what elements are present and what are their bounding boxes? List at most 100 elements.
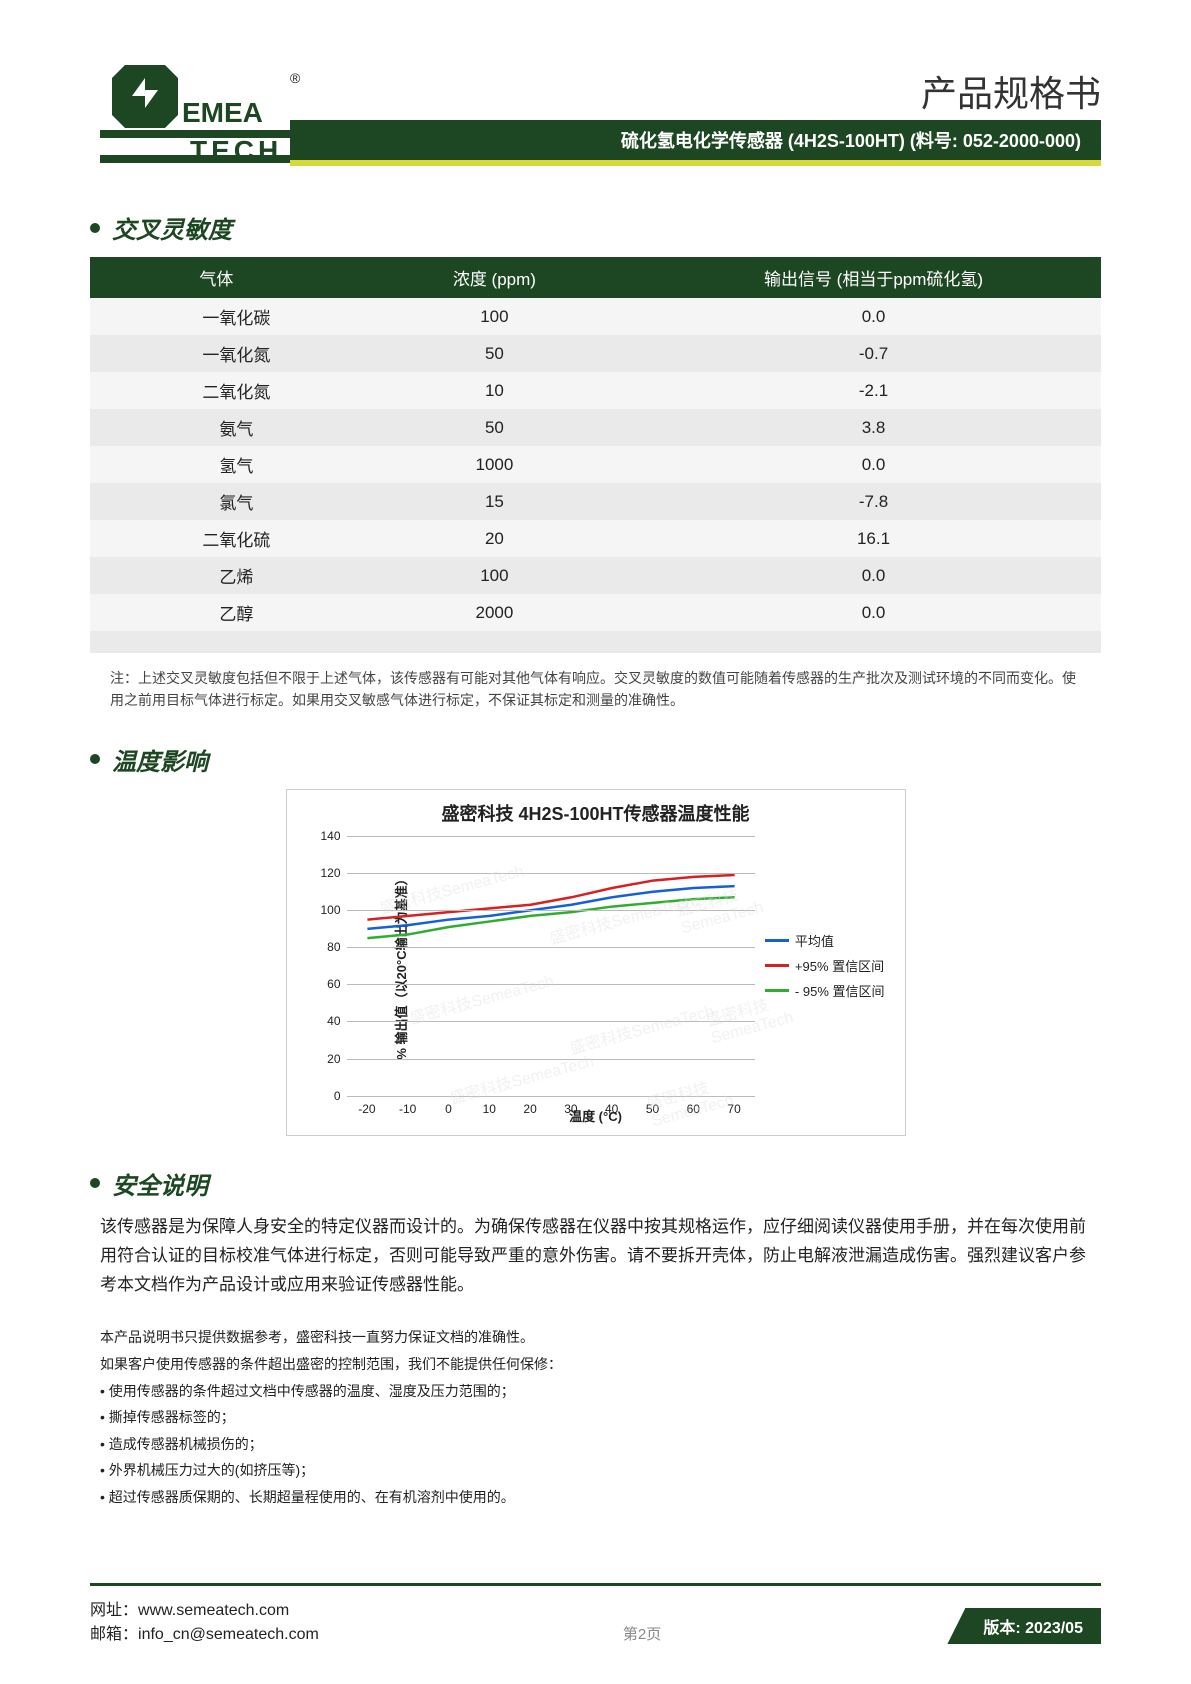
table-cell: 100 bbox=[343, 298, 646, 335]
legend-item: 平均值 bbox=[765, 931, 885, 950]
temperature-chart: 盛密科技 4H2S-100HT传感器温度性能 % 输出值（以20°C输出为基准）… bbox=[286, 789, 906, 1136]
legend-item: +95% 置信区间 bbox=[765, 956, 885, 975]
y-tick-label: 80 bbox=[327, 940, 340, 954]
footer-contact: 网址：www.semeatech.com 邮箱：info_cn@semeatec… bbox=[90, 1596, 319, 1644]
disclaimer-bullet: • 外界机械压力过大的(如挤压等)； bbox=[100, 1457, 1091, 1484]
footer-email: info_cn@semeatech.com bbox=[138, 1626, 319, 1643]
y-tick-label: 60 bbox=[327, 977, 340, 991]
x-tick-label: -20 bbox=[358, 1102, 375, 1116]
x-tick-label: 50 bbox=[646, 1102, 659, 1116]
disclaimer-bullet: • 造成传感器机械损伤的； bbox=[100, 1431, 1091, 1458]
table-cell: 0.0 bbox=[646, 594, 1101, 631]
disclaimer-line: 如果客户使用传感器的条件超出盛密的控制范围，我们不能提供任何保修： bbox=[100, 1351, 1091, 1378]
table-row: 乙烯1000.0 bbox=[90, 557, 1101, 594]
document-title: 产品规格书 bbox=[921, 65, 1101, 117]
table-cell: 2000 bbox=[343, 594, 646, 631]
table-row: 二氧化氮10-2.1 bbox=[90, 372, 1101, 409]
cross-sensitivity-note: 注：上述交叉灵敏度包括但不限于上述气体，该传感器有可能对其他气体有响应。交叉灵敏… bbox=[110, 667, 1081, 712]
table-cell: 15 bbox=[343, 483, 646, 520]
chart-plot-area: 020406080100120140-20-10010203040506070盛… bbox=[347, 836, 755, 1096]
x-tick-label: 0 bbox=[445, 1102, 452, 1116]
bullet-icon bbox=[90, 754, 100, 764]
section-title-text: 交叉灵敏度 bbox=[112, 210, 232, 245]
footer-email-label: 邮箱： bbox=[90, 1626, 138, 1643]
table-row bbox=[90, 631, 1101, 653]
registered-mark: ® bbox=[290, 70, 300, 86]
table-cell: 20 bbox=[343, 520, 646, 557]
page-number: 第2页 bbox=[623, 1623, 661, 1644]
table-cell: -7.8 bbox=[646, 483, 1101, 520]
table-row: 二氧化硫2016.1 bbox=[90, 520, 1101, 557]
table-row: 乙醇20000.0 bbox=[90, 594, 1101, 631]
table-cell: 100 bbox=[343, 557, 646, 594]
table-cell: -0.7 bbox=[646, 335, 1101, 372]
table-cell: 氯气 bbox=[90, 483, 343, 520]
x-tick-label: 70 bbox=[727, 1102, 740, 1116]
safety-body-text: 该传感器是为保障人身安全的特定仪器而设计的。为确保传感器在仪器中按其规格运作，应… bbox=[100, 1213, 1091, 1300]
table-cell: 0.0 bbox=[646, 446, 1101, 483]
chart-series-line bbox=[367, 897, 734, 938]
table-cell: 3.8 bbox=[646, 409, 1101, 446]
table-cell: 10 bbox=[343, 372, 646, 409]
table-cell: 50 bbox=[343, 409, 646, 446]
chart-lines bbox=[347, 836, 755, 1096]
table-cell: 16.1 bbox=[646, 520, 1101, 557]
chart-x-axis-label: 温度 (°C) bbox=[297, 1106, 895, 1125]
page-header: EMEA TECH ® 产品规格书 硫化氢电化学传感器 (4H2S-100HT)… bbox=[90, 60, 1101, 180]
table-header: 输出信号 (相当于ppm硫化氢) bbox=[646, 257, 1101, 298]
product-header-bar: 硫化氢电化学传感器 (4H2S-100HT) (料号: 052-2000-000… bbox=[290, 120, 1101, 160]
table-header: 气体 bbox=[90, 257, 343, 298]
y-tick-label: 120 bbox=[320, 866, 340, 880]
table-cell: 50 bbox=[343, 335, 646, 372]
table-row: 氯气15-7.8 bbox=[90, 483, 1101, 520]
disclaimer-line: 本产品说明书只提供数据参考，盛密科技一直努力保证文档的准确性。 bbox=[100, 1324, 1091, 1351]
y-tick-label: 20 bbox=[327, 1052, 340, 1066]
x-tick-label: 20 bbox=[523, 1102, 536, 1116]
table-cell: -2.1 bbox=[646, 372, 1101, 409]
legend-label: - 95% 置信区间 bbox=[795, 981, 885, 1000]
table-cell: 0.0 bbox=[646, 557, 1101, 594]
table-row: 一氧化氮50-0.7 bbox=[90, 335, 1101, 372]
table-cell: 一氧化碳 bbox=[90, 298, 343, 335]
section-title-cross-sensitivity: 交叉灵敏度 bbox=[90, 210, 1101, 245]
x-tick-label: 40 bbox=[605, 1102, 618, 1116]
table-cell: 乙烯 bbox=[90, 557, 343, 594]
legend-swatch bbox=[765, 939, 789, 942]
disclaimer-text: 本产品说明书只提供数据参考，盛密科技一直努力保证文档的准确性。 如果客户使用传感… bbox=[100, 1324, 1091, 1510]
table-cell: 乙醇 bbox=[90, 594, 343, 631]
x-tick-label: 30 bbox=[564, 1102, 577, 1116]
svg-text:TECH: TECH bbox=[190, 135, 282, 166]
legend-label: +95% 置信区间 bbox=[795, 956, 884, 975]
section-title-temp-effect: 温度影响 bbox=[90, 742, 1101, 777]
version-badge: 版本: 2023/05 bbox=[965, 1608, 1101, 1644]
table-cell: 二氧化氮 bbox=[90, 372, 343, 409]
legend-swatch bbox=[765, 989, 789, 992]
table-cell: 氢气 bbox=[90, 446, 343, 483]
disclaimer-bullet: • 超过传感器质保期的、长期超量程使用的、在有机溶剂中使用的。 bbox=[100, 1484, 1091, 1511]
section-title-safety: 安全说明 bbox=[90, 1166, 1101, 1201]
brand-logo: EMEA TECH bbox=[90, 60, 310, 170]
table-row: 一氧化碳1000.0 bbox=[90, 298, 1101, 335]
header-underline bbox=[290, 160, 1101, 166]
y-tick-label: 100 bbox=[320, 903, 340, 917]
page-footer: 网址：www.semeatech.com 邮箱：info_cn@semeatec… bbox=[90, 1583, 1101, 1644]
bullet-icon bbox=[90, 223, 100, 233]
section-title-text: 温度影响 bbox=[112, 742, 208, 777]
table-row: 氢气10000.0 bbox=[90, 446, 1101, 483]
cross-sensitivity-table: 气体 浓度 (ppm) 输出信号 (相当于ppm硫化氢) 一氧化碳1000.0一… bbox=[90, 257, 1101, 653]
chart-legend: 平均值 +95% 置信区间 - 95% 置信区间 bbox=[765, 931, 885, 1006]
chart-series-line bbox=[367, 886, 734, 929]
svg-text:EMEA: EMEA bbox=[182, 97, 263, 128]
legend-label: 平均值 bbox=[795, 931, 834, 950]
table-cell: 1000 bbox=[343, 446, 646, 483]
footer-url: www.semeatech.com bbox=[138, 1602, 289, 1619]
disclaimer-bullet: • 撕掉传感器标签的； bbox=[100, 1404, 1091, 1431]
chart-title: 盛密科技 4H2S-100HT传感器温度性能 bbox=[297, 800, 895, 826]
table-header: 浓度 (ppm) bbox=[343, 257, 646, 298]
y-tick-label: 40 bbox=[327, 1014, 340, 1028]
table-row: 氨气503.8 bbox=[90, 409, 1101, 446]
legend-swatch bbox=[765, 964, 789, 967]
x-tick-label: 60 bbox=[687, 1102, 700, 1116]
y-tick-label: 0 bbox=[334, 1089, 341, 1103]
disclaimer-bullet: • 使用传感器的条件超过文档中传感器的温度、湿度及压力范围的； bbox=[100, 1378, 1091, 1405]
